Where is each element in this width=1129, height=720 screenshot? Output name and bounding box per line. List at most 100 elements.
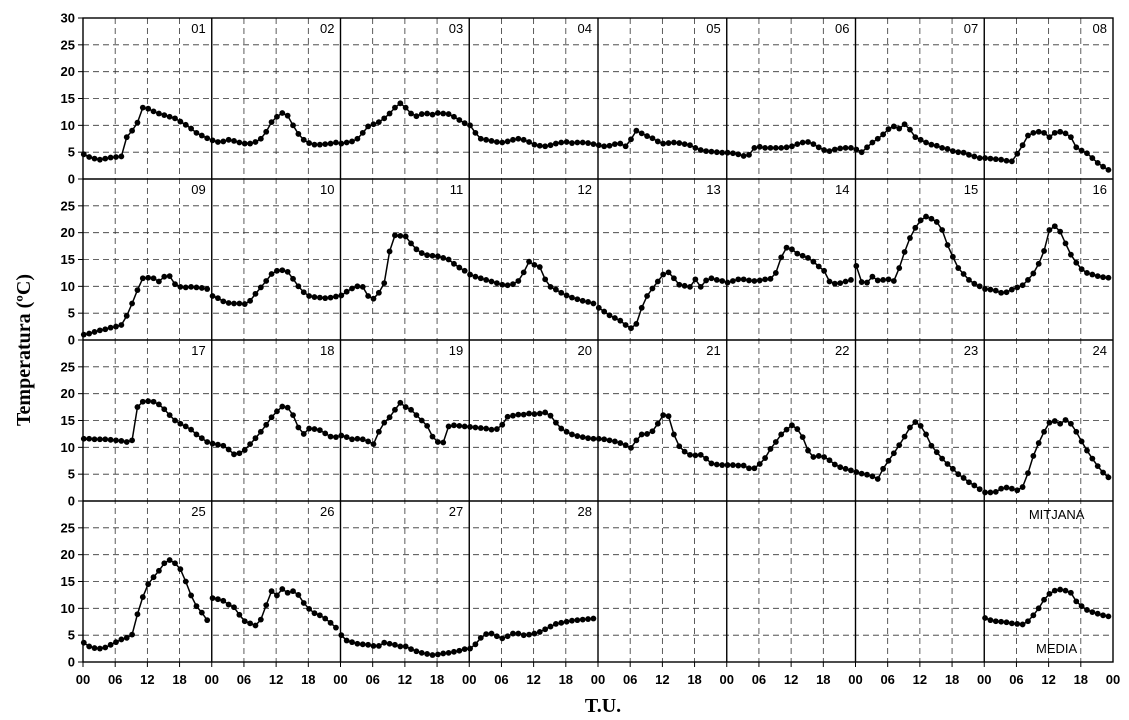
- data-point: [488, 137, 495, 144]
- data-point: [381, 639, 388, 646]
- data-point: [966, 479, 972, 486]
- data-point: [896, 125, 903, 132]
- data-point: [504, 282, 511, 289]
- data-point: [290, 275, 296, 282]
- data-point: [526, 139, 532, 145]
- data-point: [193, 129, 200, 136]
- y-axis-label: Temperatura (ºC): [13, 274, 35, 426]
- data-point: [740, 276, 747, 283]
- data-point: [306, 140, 313, 146]
- data-point: [483, 425, 490, 432]
- data-point: [697, 283, 704, 290]
- data-point: [451, 113, 457, 120]
- data-point: [1062, 417, 1069, 423]
- data-point: [113, 323, 119, 330]
- panel-label: 11: [450, 182, 464, 197]
- data-point: [853, 263, 860, 269]
- data-point: [794, 426, 801, 432]
- data-point: [322, 295, 329, 302]
- data-point: [574, 296, 581, 303]
- data-point: [418, 417, 425, 424]
- data-point: [451, 260, 457, 267]
- data-point: [295, 592, 302, 598]
- panel-label: 25: [191, 504, 205, 519]
- data-point: [1046, 419, 1053, 426]
- data-point: [1003, 157, 1010, 164]
- data-point: [810, 141, 817, 148]
- y-tick-label: 10: [61, 601, 75, 616]
- data-point: [1041, 596, 1047, 603]
- data-point: [279, 110, 286, 116]
- data-point: [923, 431, 929, 438]
- data-point: [86, 154, 93, 160]
- x-tick-label: 12: [398, 672, 412, 687]
- data-point: [1073, 598, 1080, 605]
- data-point: [322, 141, 329, 148]
- data-point: [542, 409, 549, 416]
- data-point: [1051, 418, 1058, 424]
- data-point: [536, 264, 543, 270]
- data-point: [274, 267, 280, 274]
- data-point: [91, 329, 98, 335]
- data-point: [526, 410, 532, 417]
- data-point: [719, 462, 726, 468]
- data-point: [719, 149, 726, 156]
- data-point: [1046, 590, 1053, 597]
- data-point: [483, 136, 490, 143]
- data-point: [375, 289, 382, 296]
- data-point: [96, 156, 103, 163]
- data-point: [204, 135, 211, 142]
- data-point: [515, 278, 522, 284]
- data-point: [499, 281, 506, 288]
- data-point: [150, 108, 157, 115]
- data-point: [1057, 586, 1064, 593]
- data-point: [789, 143, 795, 150]
- data-point: [944, 461, 951, 467]
- data-point: [247, 620, 254, 627]
- data-point: [225, 300, 232, 306]
- data-point: [912, 224, 919, 231]
- panel-label: 24: [1093, 343, 1107, 358]
- data-point: [762, 276, 769, 283]
- data-point: [1014, 284, 1021, 291]
- data-point: [80, 331, 87, 338]
- data-point: [392, 406, 398, 413]
- data-point: [91, 155, 98, 162]
- data-point: [1062, 240, 1069, 247]
- y-tick-label: 5: [68, 628, 75, 643]
- data-point: [252, 622, 259, 629]
- data-point: [408, 406, 414, 413]
- data-point: [241, 618, 248, 625]
- y-tick-label: 20: [61, 547, 75, 562]
- data-point: [370, 643, 377, 649]
- data-point: [295, 424, 302, 431]
- data-point: [381, 115, 388, 122]
- data-point: [724, 149, 731, 156]
- data-point: [880, 131, 887, 138]
- data-point: [408, 240, 414, 247]
- data-point: [751, 465, 758, 472]
- data-point: [134, 287, 141, 293]
- x-tick-label: 12: [1041, 672, 1055, 687]
- data-point: [928, 442, 935, 449]
- data-point: [220, 442, 227, 449]
- data-point: [735, 276, 742, 283]
- data-point: [386, 110, 393, 117]
- data-point: [188, 125, 194, 132]
- data-point: [311, 141, 318, 148]
- data-point: [338, 432, 345, 439]
- data-point: [1041, 428, 1047, 435]
- data-point: [209, 595, 216, 602]
- x-tick-label: 18: [172, 672, 186, 687]
- data-point: [1105, 613, 1112, 620]
- x-tick-label: 12: [269, 672, 283, 687]
- data-point: [976, 155, 983, 161]
- data-point: [1073, 428, 1080, 435]
- data-point: [123, 312, 130, 319]
- data-point: [327, 140, 334, 147]
- data-point: [96, 645, 103, 652]
- data-point: [767, 446, 774, 452]
- data-point: [333, 624, 339, 631]
- data-point: [794, 250, 801, 257]
- data-point: [493, 633, 500, 640]
